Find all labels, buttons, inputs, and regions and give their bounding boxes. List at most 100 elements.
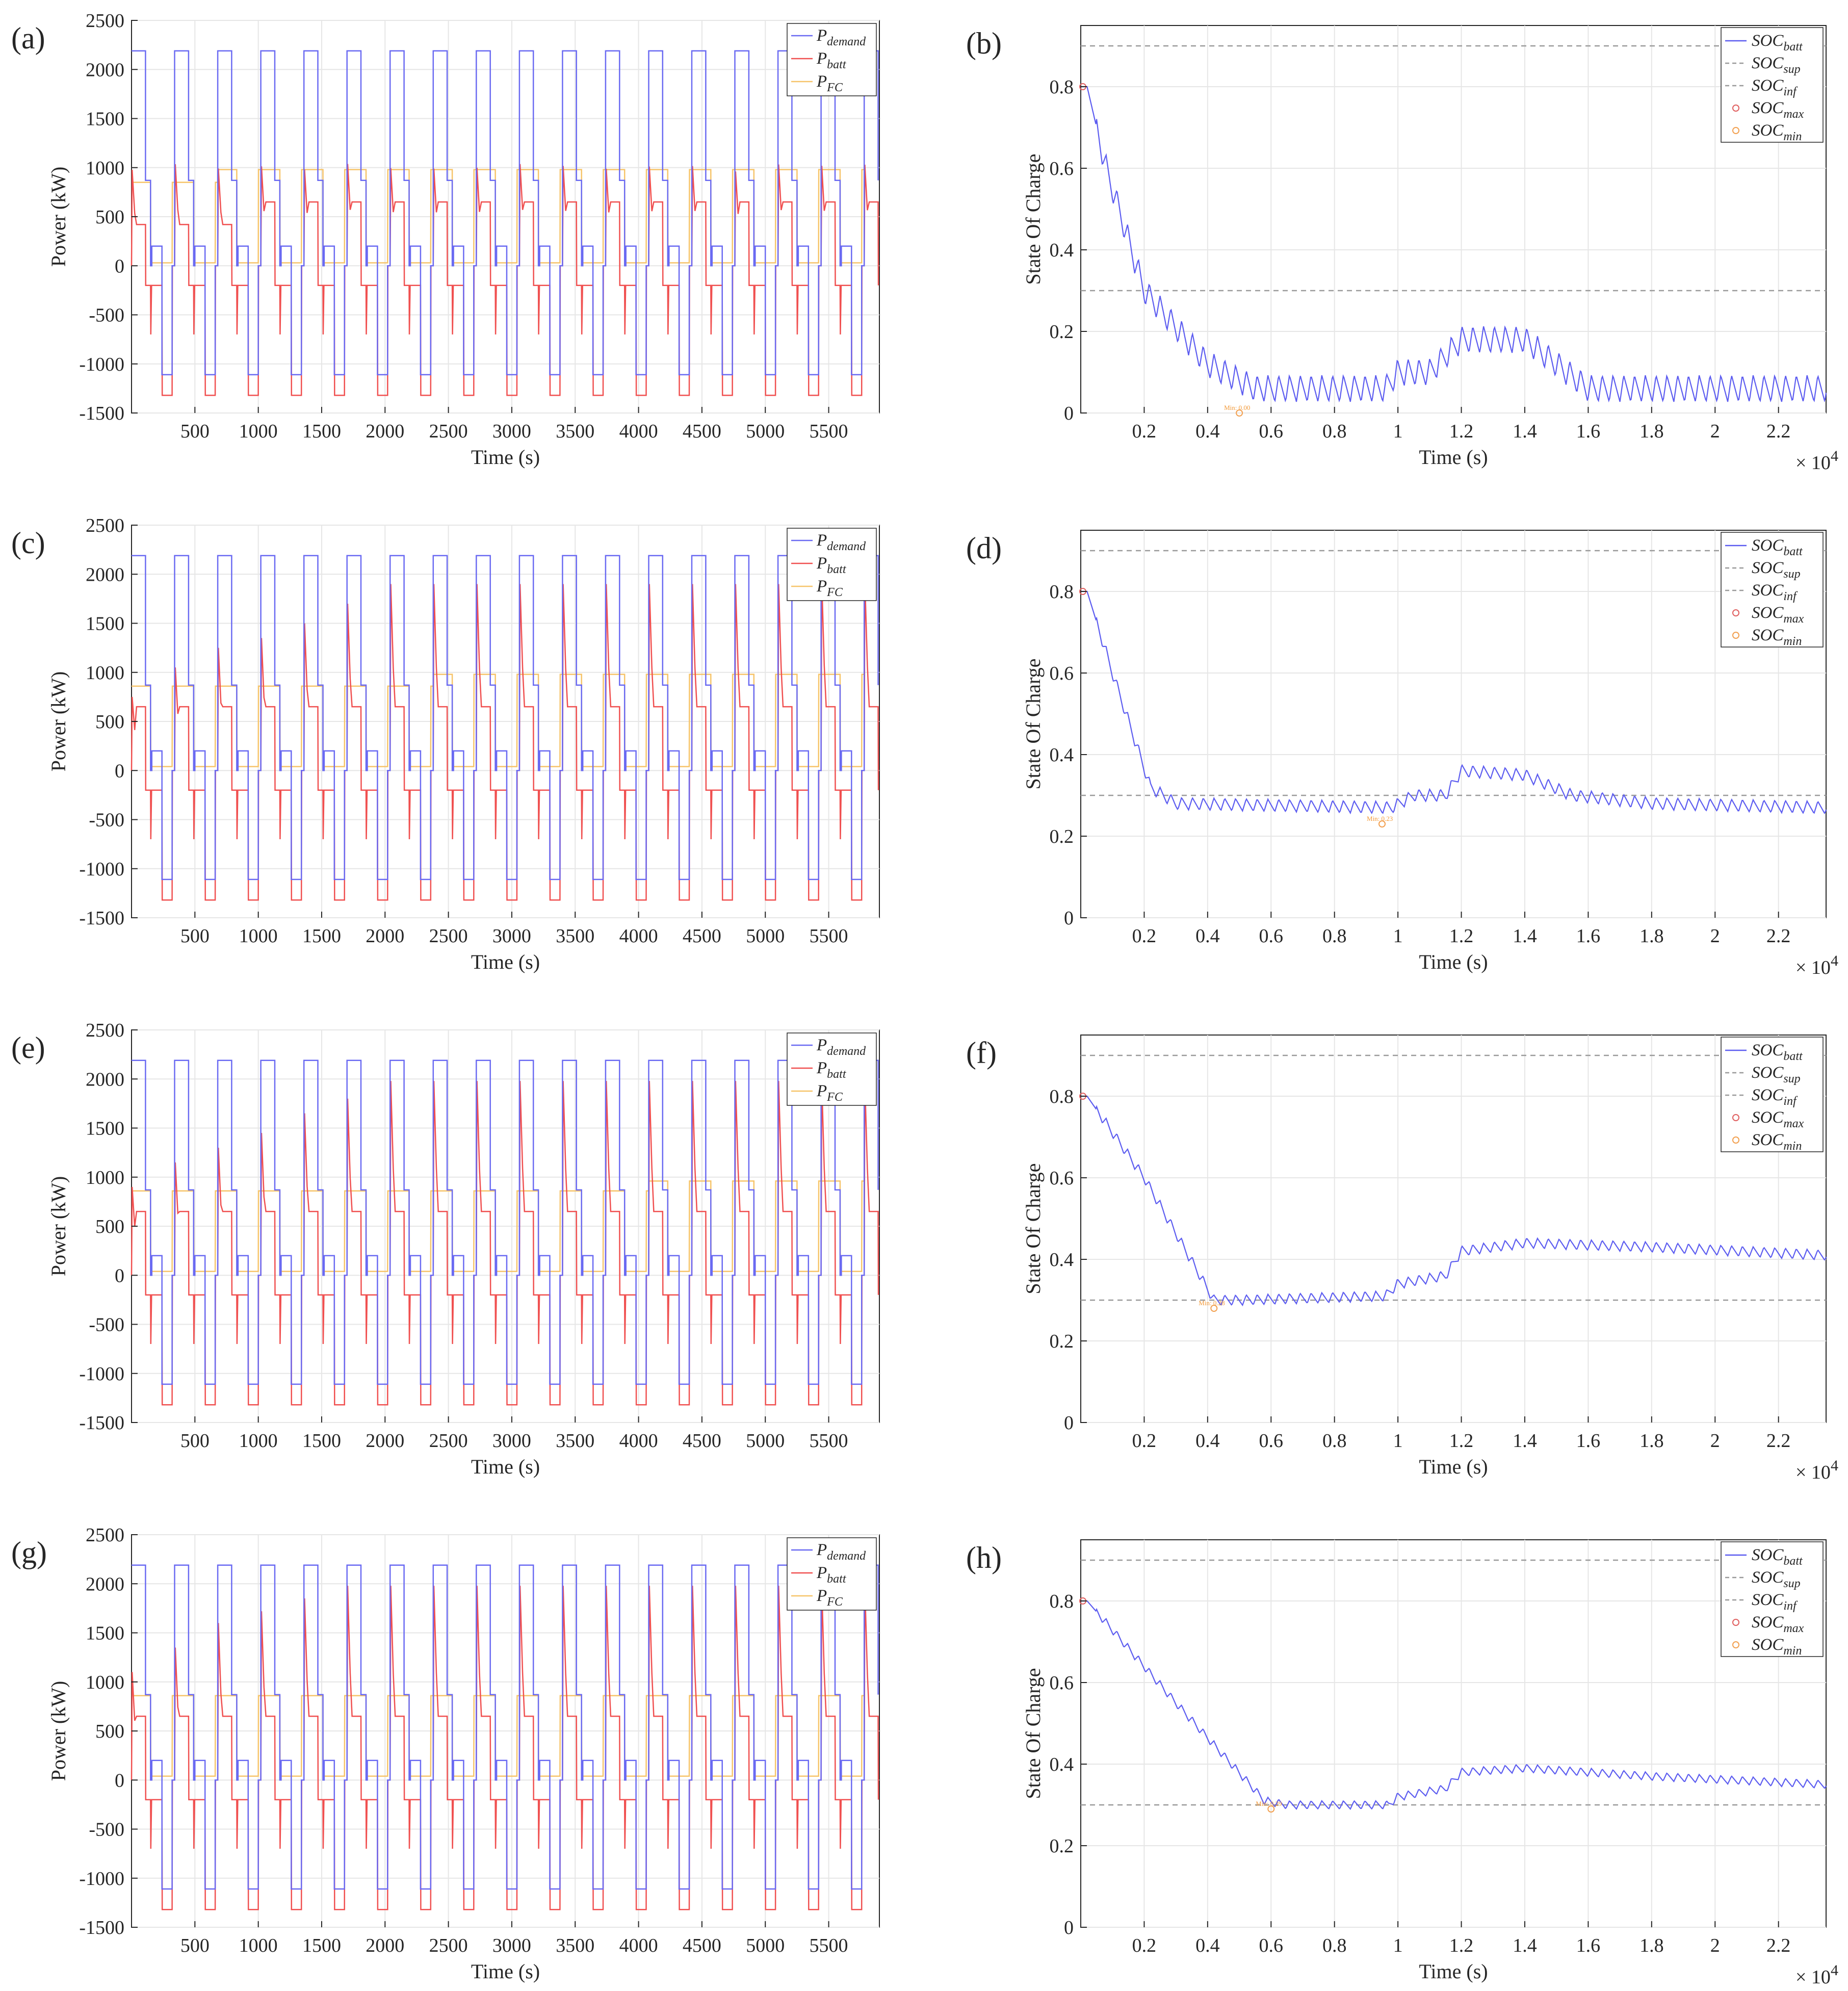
y-axis-title: Power (kW) [47, 167, 70, 267]
x-tick-label: 4000 [619, 421, 658, 442]
x-tick-label: 2000 [366, 421, 404, 442]
x-tick-label: 1.6 [1576, 925, 1601, 947]
x-tick-label: 1.4 [1513, 1430, 1537, 1452]
y-axis-title: State Of Charge [1022, 1668, 1045, 1799]
x-tick-label: 3000 [492, 421, 531, 442]
power-chart-g: 500 1000 1500 2000 2500 3000 3500 4000 4500 5000 5… [11, 1524, 880, 1983]
x-exponent: × 104 [1795, 952, 1838, 978]
soc-min-annotation: Min: 0.23 [1367, 815, 1393, 822]
y-tick-label: 1500 [86, 613, 124, 635]
x-tick-label: 5000 [746, 925, 785, 947]
x-tick-label: 2500 [429, 421, 468, 442]
soc-chart-b: Min: 0.00 0.2 0.4 0.6 0.8 1 1.2 1.4 1.6 1.8 2 2.2 0 0… [966, 25, 1838, 474]
legend-entry: PFC [816, 1082, 843, 1104]
legend-entry-main: SOC [1752, 1131, 1784, 1149]
legend-entry-sub: sup [1783, 1577, 1800, 1590]
y-tick-label: 500 [95, 1216, 124, 1237]
y-tick-label: -500 [89, 305, 124, 326]
legend-entry: Pbatt [816, 1059, 847, 1081]
y-tick-label: -1500 [79, 403, 124, 424]
legend-entry-sub: inf [1783, 85, 1798, 98]
x-exponent-power: 4 [1831, 448, 1838, 464]
y-tick-label: 0 [1064, 1412, 1074, 1434]
y-axis-title: State Of Charge [1022, 154, 1045, 285]
y-tick-label: 2000 [86, 1069, 124, 1090]
x-tick-label: 1 [1393, 1430, 1403, 1452]
legend-entry: SOCbatt [1752, 32, 1803, 54]
x-tick-label: 1500 [302, 1430, 341, 1452]
legend-entry: SOCbatt [1752, 1041, 1803, 1063]
legend-swatch [1732, 1136, 1739, 1144]
legend-entry-sub: sup [1783, 63, 1800, 76]
x-axis-title: Time (s) [471, 1455, 540, 1478]
x-tick-label: 1.6 [1576, 421, 1601, 442]
legend-box [1721, 27, 1824, 143]
legend-entry: SOCmin [1752, 121, 1802, 143]
legend-entry: Pbatt [816, 49, 847, 71]
legend-entry: Pbatt [816, 1564, 847, 1586]
x-tick-label: 0.2 [1132, 1935, 1157, 1956]
y-tick-label: -1000 [79, 859, 124, 880]
x-tick-label: 1.6 [1576, 1935, 1601, 1956]
legend-entry-sub: min [1783, 1140, 1802, 1153]
x-tick-label: 1500 [302, 1935, 341, 1956]
x-tick-label: 1.2 [1449, 421, 1474, 442]
y-tick-label: 2000 [86, 564, 124, 585]
legend-entry-sub: FC [826, 81, 843, 94]
x-tick-label: 5500 [810, 421, 848, 442]
legend-swatch [1732, 632, 1739, 639]
x-tick-label: 2.2 [1766, 1430, 1791, 1452]
legend-entry-sub: sup [1783, 567, 1800, 581]
legend-entry-main: P [816, 554, 827, 573]
legend-swatch [1732, 609, 1739, 616]
x-tick-label: 2 [1710, 925, 1720, 947]
x-exponent-base: × 10 [1795, 1967, 1831, 1988]
x-tick-label: 2 [1710, 1430, 1720, 1452]
x-axis-title: Time (s) [471, 950, 540, 973]
x-tick-label: 1.6 [1576, 1430, 1601, 1452]
y-tick-label: 0 [115, 255, 124, 277]
series-soc-batt [1081, 590, 1827, 815]
x-tick-label: 1 [1393, 1935, 1403, 1956]
x-tick-label: 4500 [683, 1935, 721, 1956]
x-tick-label: 5000 [746, 1430, 785, 1452]
x-axis-title: Time (s) [1419, 446, 1488, 469]
x-tick-label: 0.8 [1322, 421, 1347, 442]
x-tick-label: 2.2 [1766, 1935, 1791, 1956]
y-tick-label: -1500 [79, 908, 124, 929]
legend-entry-sub: max [1783, 1117, 1804, 1130]
soc-chart-d: Min: 0.23 0.2 0.4 0.6 0.8 1 1.2 1.4 1.6 1.8 2 2.2 0 0… [966, 530, 1838, 978]
series-p-demand [132, 555, 879, 881]
x-exponent-base: × 10 [1795, 957, 1831, 978]
soc-min-annotation: Min: 0.00 [1224, 404, 1250, 411]
legend-entry-main: SOC [1752, 1613, 1784, 1632]
y-tick-label: 2500 [86, 1020, 124, 1041]
legend-entry-main: SOC [1752, 1591, 1784, 1609]
legend-entry-sub: inf [1783, 1095, 1798, 1108]
y-tick-label: 1000 [86, 1167, 124, 1188]
soc-chart-h: Min: 0.29 0.2 0.4 0.6 0.8 1 1.2 1.4 1.6 1.8 2 2.2 0 0… [966, 1539, 1838, 1988]
panel-label: (b) [966, 27, 1002, 60]
x-tick-label: 1000 [239, 925, 278, 947]
y-tick-label: 2000 [86, 59, 124, 81]
x-tick-label: 5500 [810, 925, 848, 947]
x-tick-label: 0.6 [1259, 1935, 1284, 1956]
x-tick-label: 1.2 [1449, 1935, 1474, 1956]
legend-entry-main: P [816, 531, 827, 550]
y-tick-label: -500 [89, 1314, 124, 1336]
legend-entry-main: P [816, 577, 827, 596]
x-tick-label: 4000 [619, 925, 658, 947]
x-tick-label: 3000 [492, 1935, 531, 1956]
legend-entry-sub: max [1783, 612, 1804, 626]
y-tick-label: 2500 [86, 1524, 124, 1546]
x-tick-label: 2000 [366, 1935, 404, 1956]
legend-entry-main: P [816, 27, 827, 45]
y-tick-label: 0.8 [1050, 76, 1074, 98]
x-tick-label: 0.4 [1195, 925, 1220, 947]
x-tick-label: 5500 [810, 1430, 848, 1452]
x-tick-label: 2.2 [1766, 421, 1791, 442]
legend-entry-sub: min [1783, 635, 1802, 648]
legend-entry-sub: min [1783, 1644, 1802, 1658]
